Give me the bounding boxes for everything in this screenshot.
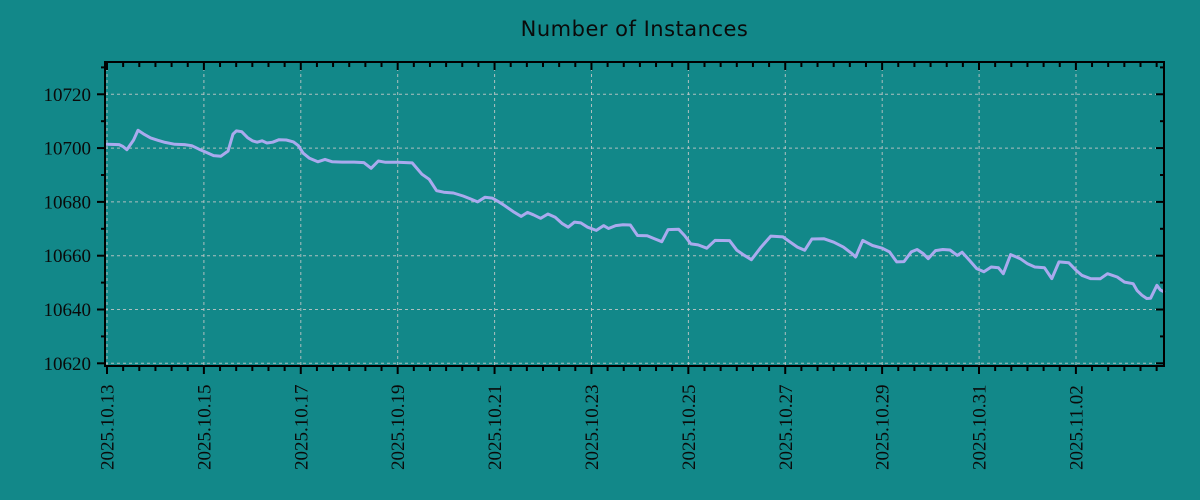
x-tick-label: 2025.10.25 (679, 385, 700, 471)
y-tick-label: 10700 (44, 139, 92, 160)
chart-title: Number of Instances (520, 17, 749, 41)
x-tick-label: 2025.10.17 (291, 385, 312, 471)
series-line (105, 128, 1166, 300)
x-tick-label: 2025.11.02 (1067, 385, 1088, 470)
y-tick-label: 10620 (44, 354, 92, 375)
x-tick-label: 2025.10.23 (582, 385, 603, 471)
x-tick-label: 2025.10.31 (970, 385, 991, 471)
series (105, 128, 1166, 300)
x-tick-label: 2025.10.21 (485, 385, 506, 470)
x-tick-label: 2025.10.13 (98, 385, 119, 471)
x-tick-label: 2025.10.29 (873, 385, 894, 471)
tick-labels: 10620 10640 10660 10680 10700 10720 2025.10.13… (44, 85, 1088, 470)
plot-border (104, 61, 1165, 367)
y-tick-label: 10640 (44, 300, 92, 321)
tick-marks (97, 62, 1164, 374)
gridlines (105, 62, 1164, 366)
x-tick-label: 2025.10.27 (776, 385, 797, 471)
axes (104, 61, 1165, 367)
x-tick-label: 2025.10.19 (388, 385, 409, 471)
y-tick-label: 10680 (44, 192, 92, 213)
y-tick-label: 10660 (44, 246, 92, 267)
x-tick-label: 2025.10.15 (194, 385, 215, 471)
y-tick-label: 10720 (44, 85, 92, 106)
